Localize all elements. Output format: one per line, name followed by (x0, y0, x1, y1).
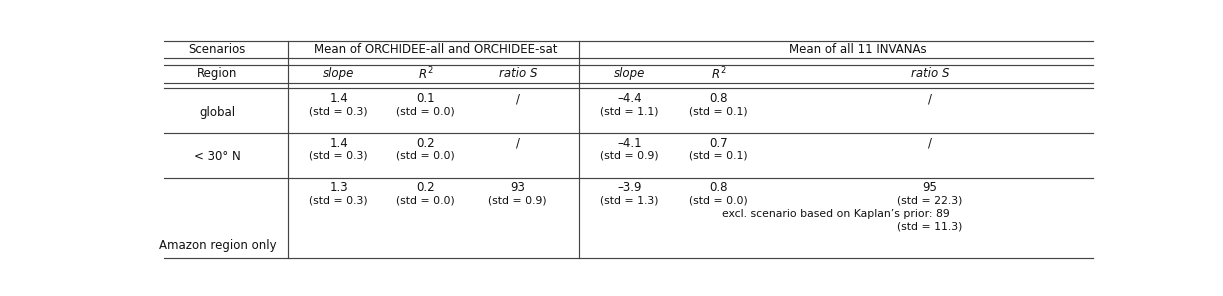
Text: /: / (928, 137, 932, 150)
Text: (std = 1.1): (std = 1.1) (600, 107, 659, 116)
Text: $R^2$: $R^2$ (711, 65, 726, 82)
Text: ratio S: ratio S (499, 67, 537, 80)
Text: 0.8: 0.8 (709, 181, 728, 194)
Text: (std = 0.0): (std = 0.0) (690, 195, 748, 205)
Text: (std = 11.3): (std = 11.3) (898, 222, 963, 232)
Text: 0.1: 0.1 (417, 92, 435, 105)
Text: Mean of ORCHIDEE-all and ORCHIDEE-sat: Mean of ORCHIDEE-all and ORCHIDEE-sat (314, 43, 558, 56)
Text: –4.4: –4.4 (618, 92, 642, 105)
Text: 95: 95 (922, 181, 938, 194)
Text: 0.8: 0.8 (709, 92, 728, 105)
Text: 0.7: 0.7 (709, 137, 728, 150)
Text: /: / (928, 92, 932, 105)
Text: (std = 0.0): (std = 0.0) (396, 195, 455, 205)
Text: slope: slope (614, 67, 646, 80)
Text: 93: 93 (510, 181, 525, 194)
Text: excl. scenario based on Kaplan’s prior: 89: excl. scenario based on Kaplan’s prior: … (723, 210, 950, 219)
Text: (std = 0.0): (std = 0.0) (396, 107, 455, 116)
Text: (std = 0.9): (std = 0.9) (488, 195, 547, 205)
Text: < 30° N: < 30° N (194, 150, 241, 163)
Text: Scenarios: Scenarios (188, 43, 246, 56)
Text: 0.2: 0.2 (417, 181, 435, 194)
Text: 1.4: 1.4 (329, 92, 349, 105)
Text: 0.2: 0.2 (417, 137, 435, 150)
Text: /: / (516, 92, 520, 105)
Text: –4.1: –4.1 (618, 137, 642, 150)
Text: /: / (516, 137, 520, 150)
Text: (std = 1.3): (std = 1.3) (600, 195, 659, 205)
Text: (std = 0.3): (std = 0.3) (309, 107, 368, 116)
Text: 1.4: 1.4 (329, 137, 349, 150)
Text: (std = 0.3): (std = 0.3) (309, 151, 368, 161)
Text: Mean of all 11 INVANAs: Mean of all 11 INVANAs (789, 43, 927, 56)
Text: 1.3: 1.3 (329, 181, 349, 194)
Text: slope: slope (323, 67, 355, 80)
Text: (std = 22.3): (std = 22.3) (898, 195, 963, 205)
Text: (std = 0.0): (std = 0.0) (396, 151, 455, 161)
Text: (std = 0.3): (std = 0.3) (309, 195, 368, 205)
Text: global: global (199, 106, 235, 119)
Text: $R^2$: $R^2$ (418, 65, 434, 82)
Text: Amazon region only: Amazon region only (159, 239, 276, 252)
Text: –3.9: –3.9 (618, 181, 642, 194)
Text: (std = 0.1): (std = 0.1) (690, 151, 748, 161)
Text: ratio S: ratio S (911, 67, 949, 80)
Text: (std = 0.9): (std = 0.9) (600, 151, 659, 161)
Text: Region: Region (197, 67, 237, 80)
Text: (std = 0.1): (std = 0.1) (690, 107, 748, 116)
